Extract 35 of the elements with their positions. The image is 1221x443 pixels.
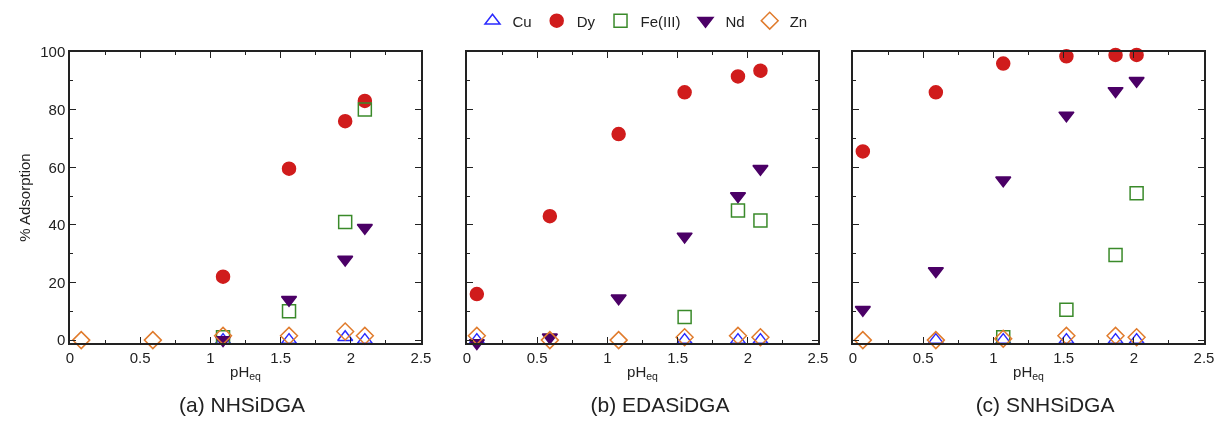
text: (c) SNHSiDGA [975,393,1115,417]
x-tick-label: 0.5 [526,348,548,366]
y-tick-label: 40 [48,216,66,234]
x-tick-label: 2 [743,348,752,366]
legend-label: Nd [725,12,745,30]
y-tick-label: 60 [48,158,66,176]
x-tick-label: 1.5 [667,348,689,366]
text: (b) EDASiDGA [590,393,730,417]
x-tick-label: 1 [206,348,215,366]
x-tick-label: 1 [989,348,998,366]
y-tick-label: 100 [40,43,66,61]
x-tick-label: 1.5 [270,348,292,366]
x-tick-label: 0 [462,348,472,366]
x-tick-label: 0.5 [129,348,151,366]
y-tick-label: 80 [48,100,66,118]
x-tick-label: 0.5 [912,348,934,366]
x-tick-label: 2 [346,348,355,366]
x-tick-label: 2 [1129,348,1138,366]
x-tick-label: 2.5 [807,348,829,366]
x-axis-title: pH$_{eq}$ [230,363,262,383]
legend-label: Dy [576,12,596,30]
y-axis-title: % Adsorption [15,153,33,242]
x-tick-label: 2.5 [410,348,432,366]
legend-label: Cu [512,12,532,30]
x-tick-label: 2.5 [1193,348,1215,366]
text: (a) NHSiDGA [178,393,306,417]
x-tick-label: 0 [848,348,858,366]
legend-label: Fe(III) [640,12,681,30]
x-axis-title: pH$_{eq}$ [1013,363,1045,383]
legend-label: Zn [789,12,808,30]
y-tick-label: 20 [48,273,66,291]
x-tick-label: 1.5 [1053,348,1075,366]
x-tick-label: 1 [603,348,612,366]
x-axis-title: pH$_{eq}$ [627,363,659,383]
y-tick-label: 0 [56,331,66,349]
